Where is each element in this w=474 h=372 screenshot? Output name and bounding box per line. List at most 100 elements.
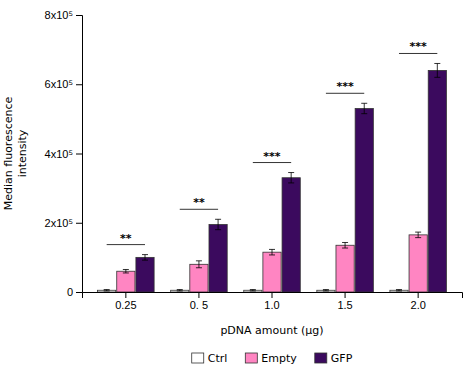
significance-label: *** — [336, 80, 354, 93]
legend-item: Ctrl — [192, 352, 228, 365]
significance-label: ** — [120, 232, 132, 245]
error-bar-cap — [323, 290, 329, 291]
tick-label: 2.0 — [411, 299, 426, 311]
error-bar-cap — [342, 242, 348, 243]
x-tick: 0.25 — [115, 292, 136, 311]
error-bar-line — [364, 103, 365, 113]
error-bar-cap — [415, 237, 421, 238]
error-bar-cap — [142, 254, 148, 255]
significance-label: ** — [193, 196, 205, 209]
tick-label: 0 — [67, 286, 73, 298]
error-bar-cap — [269, 254, 275, 255]
error-bar — [196, 261, 202, 268]
error-bar-cap — [215, 229, 221, 230]
chart: 0 2x10⁵ 4x10⁵ 6x10⁵ 8x10⁵ 0.25 0. 5 1.0 1.5 2.0 **… — [0, 0, 474, 372]
bar — [317, 290, 335, 292]
legend-label: Ctrl — [208, 352, 228, 365]
tick-mark — [198, 292, 199, 298]
tick-mark — [76, 292, 82, 293]
bar — [282, 178, 300, 292]
error-bar — [396, 290, 402, 291]
error-bar-line — [218, 219, 219, 229]
error-bar-cap — [434, 63, 440, 64]
bar — [263, 252, 281, 292]
error-bar-cap — [104, 290, 110, 291]
legend-item: Empty — [245, 352, 297, 365]
x-tick: 1.0 — [264, 292, 279, 311]
error-bar-cap — [142, 260, 148, 261]
error-bar — [177, 290, 183, 291]
error-bar-cap — [123, 272, 129, 273]
bar — [190, 264, 208, 292]
error-bar-line — [198, 261, 199, 268]
annotations: ************* — [107, 40, 438, 244]
tick-mark — [345, 292, 346, 298]
axis-line — [83, 293, 463, 299]
tick-label: 2x10⁵ — [45, 217, 73, 229]
bar — [390, 290, 408, 292]
x-tick: 2.0 — [411, 292, 426, 311]
x-axis-title: pDNA amount (μg) — [220, 324, 323, 337]
error-bar-cap — [361, 103, 367, 104]
tick-label: 6x10⁵ — [45, 78, 73, 90]
error-bar-cap — [196, 267, 202, 268]
legend-item: GFP — [315, 352, 353, 365]
error-bar-cap — [434, 77, 440, 78]
error-bar — [142, 255, 148, 261]
error-bar-line — [345, 242, 346, 248]
bar — [244, 290, 262, 292]
y-tick: 6x10⁵ — [45, 78, 82, 90]
error-bar — [288, 173, 294, 183]
error-bar — [250, 290, 256, 291]
bar — [98, 290, 116, 292]
legend-label: Empty — [261, 352, 297, 365]
error-bar-cap — [250, 290, 256, 291]
tick-label: 4x10⁵ — [45, 148, 73, 160]
error-bar-cap — [396, 290, 402, 291]
bar — [171, 290, 189, 292]
y-tick: 8x10⁵ — [45, 9, 82, 21]
legend-swatch — [315, 353, 327, 363]
marks — [98, 63, 447, 292]
bar — [136, 257, 154, 292]
error-bar — [215, 219, 221, 229]
legend-label: GFP — [331, 352, 353, 365]
error-bar-cap — [196, 260, 202, 261]
x-tick: 0. 5 — [190, 292, 208, 311]
error-bar-line — [125, 269, 126, 272]
tick-mark — [76, 154, 82, 155]
error-bar-cap — [215, 219, 221, 220]
y-tick: 4x10⁵ — [45, 148, 82, 160]
error-bar — [342, 242, 348, 248]
tick-mark — [76, 223, 82, 224]
error-bar-cap — [123, 269, 129, 270]
error-bar-cap — [288, 172, 294, 173]
error-bar-cap — [361, 113, 367, 114]
bar — [117, 271, 135, 292]
error-bar — [415, 232, 421, 238]
bar — [209, 224, 227, 292]
error-bar-cap — [342, 248, 348, 249]
error-bar — [269, 249, 275, 255]
error-bar-line — [418, 232, 419, 238]
axis-line — [76, 16, 83, 293]
tick-mark — [272, 292, 273, 298]
tick-label: 0.25 — [115, 299, 136, 311]
tick-mark — [76, 15, 82, 16]
x-tick: 1.5 — [337, 292, 352, 311]
error-bar-line — [145, 255, 146, 261]
y-tick: 0 — [67, 286, 82, 298]
bar — [409, 235, 427, 292]
error-bar-cap — [323, 289, 329, 290]
tick-label: 0. 5 — [190, 299, 208, 311]
error-bar — [361, 103, 367, 113]
tick-label: 1.0 — [264, 299, 279, 311]
error-bar-cap — [415, 232, 421, 233]
error-bar — [323, 290, 329, 291]
error-bar — [123, 269, 129, 272]
error-bar-cap — [177, 290, 183, 291]
y-axis: 0 2x10⁵ 4x10⁵ 6x10⁵ 8x10⁵ — [45, 9, 83, 298]
tick-mark — [125, 292, 126, 298]
bar — [336, 245, 354, 292]
legend-swatch — [192, 353, 204, 363]
